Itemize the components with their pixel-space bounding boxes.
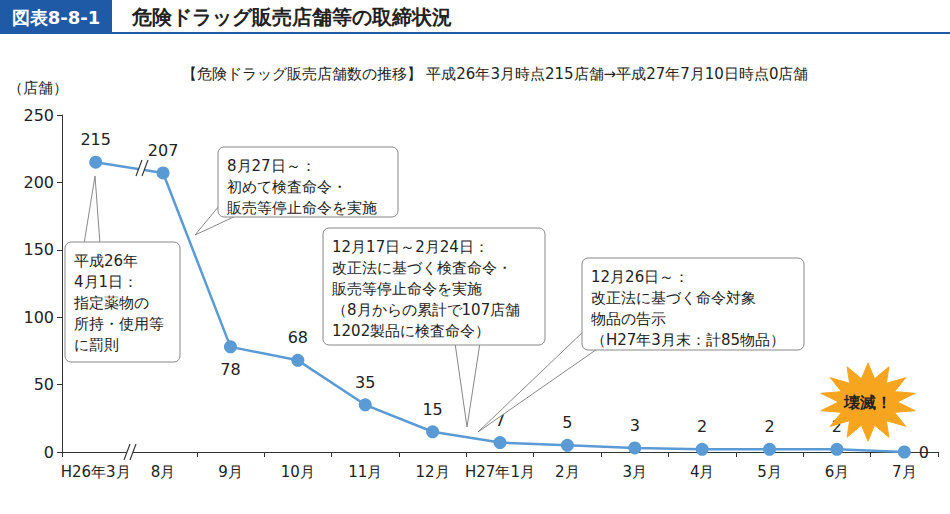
svg-text:危険ドラッグ販売店舗等の取締状況: 危険ドラッグ販売店舗等の取締状況 — [131, 5, 452, 29]
svg-text:6月: 6月 — [825, 463, 850, 481]
svg-text:250: 250 — [23, 106, 54, 125]
svg-text:指定薬物の: 指定薬物の — [73, 294, 149, 312]
svg-text:12月: 12月 — [416, 463, 450, 481]
svg-text:初めて検査命令・: 初めて検査命令・ — [227, 178, 347, 196]
svg-text:4月: 4月 — [690, 463, 715, 481]
svg-text:2月: 2月 — [555, 463, 580, 481]
svg-text:7月: 7月 — [892, 463, 917, 481]
svg-text:12月26日～：: 12月26日～： — [591, 268, 689, 286]
svg-text:0: 0 — [44, 443, 54, 462]
svg-text:35: 35 — [355, 373, 375, 392]
svg-text:販売等停止命令を実施: 販売等停止命令を実施 — [227, 199, 377, 217]
svg-text:H27年1月: H27年1月 — [465, 463, 535, 481]
svg-text:（8月からの累計で107店舗: （8月からの累計で107店舗 — [332, 301, 520, 319]
svg-text:2: 2 — [697, 417, 707, 436]
svg-text:11月: 11月 — [348, 463, 382, 481]
svg-text:【危険ドラッグ販売店舗数の推移】 平成26年3月時点215店: 【危険ドラッグ販売店舗数の推移】 平成26年3月時点215店舗→平成27年7月1… — [182, 65, 809, 83]
svg-text:壊滅！: 壊滅！ — [843, 393, 892, 412]
svg-text:1202製品に検査命令）: 1202製品に検査命令） — [332, 322, 490, 340]
svg-text:3: 3 — [630, 416, 640, 435]
svg-text:（H27年3月末：計85物品）: （H27年3月末：計85物品） — [591, 331, 785, 349]
svg-text:5月: 5月 — [757, 463, 782, 481]
svg-text:8月: 8月 — [151, 463, 176, 481]
svg-text:207: 207 — [148, 141, 179, 160]
svg-text:3月: 3月 — [622, 463, 647, 481]
svg-text:5: 5 — [562, 413, 572, 432]
svg-text:（店舗）: （店舗） — [8, 79, 68, 97]
svg-text:H26年3月: H26年3月 — [61, 463, 131, 481]
svg-text:7: 7 — [494, 410, 506, 430]
svg-text:に罰則: に罰則 — [74, 336, 119, 354]
svg-text:10月: 10月 — [281, 463, 315, 481]
svg-text:所持・使用等: 所持・使用等 — [74, 315, 164, 333]
svg-text:図表8-8-1: 図表8-8-1 — [12, 7, 101, 28]
svg-text:78: 78 — [220, 360, 240, 379]
svg-text:68: 68 — [288, 328, 308, 347]
svg-text:12月17日～2月24日：: 12月17日～2月24日： — [332, 238, 489, 256]
svg-text:8月27日～：: 8月27日～： — [227, 157, 316, 175]
svg-text:100: 100 — [23, 308, 54, 327]
svg-text:平成26年: 平成26年 — [74, 252, 138, 270]
svg-text:9月: 9月 — [218, 463, 243, 481]
svg-text:2: 2 — [764, 417, 774, 436]
svg-text:150: 150 — [23, 240, 54, 259]
svg-text:4月1日：: 4月1日： — [74, 273, 138, 291]
svg-text:改正法に基づく命令対象: 改正法に基づく命令対象 — [591, 289, 756, 307]
svg-text:販売等停止命令を実施: 販売等停止命令を実施 — [332, 280, 482, 298]
svg-text:2: 2 — [831, 417, 842, 437]
svg-text:15: 15 — [422, 400, 442, 419]
svg-text:50: 50 — [34, 375, 54, 394]
svg-text:200: 200 — [23, 173, 54, 192]
svg-text:物品の告示: 物品の告示 — [591, 310, 666, 328]
svg-text:215: 215 — [80, 130, 111, 149]
svg-text:改正法に基づく検査命令・: 改正法に基づく検査命令・ — [332, 259, 512, 277]
svg-text:0: 0 — [919, 443, 929, 462]
